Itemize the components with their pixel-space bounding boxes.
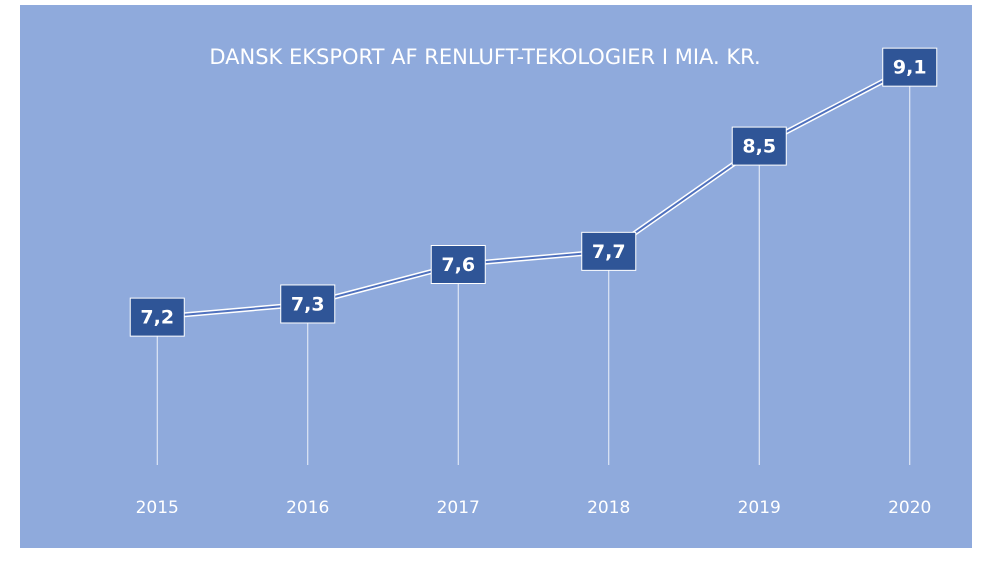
x-tick-label: 2020 <box>888 498 931 518</box>
data-label-box <box>581 231 637 271</box>
plot-background <box>20 5 972 548</box>
chart-title: DANSK EKSPORT AF RENLUFT-TEKOLOGIER I MI… <box>209 45 760 69</box>
data-label: 7,2 <box>140 307 174 329</box>
data-label-box <box>280 284 336 324</box>
data-label: 7,7 <box>592 241 626 263</box>
data-label: 7,6 <box>441 254 475 276</box>
data-label-box <box>882 47 938 87</box>
x-tick-label: 2017 <box>437 498 480 518</box>
data-label-box <box>430 245 486 284</box>
x-tick-label: 2019 <box>738 498 781 518</box>
x-tick-label: 2015 <box>136 498 179 518</box>
x-tick-label: 2016 <box>286 498 329 518</box>
data-label-box <box>731 126 787 166</box>
data-label: 9,1 <box>893 57 927 79</box>
data-label-box <box>129 297 185 337</box>
x-tick-label: 2018 <box>587 498 630 518</box>
data-label: 8,5 <box>742 136 776 158</box>
data-label: 7,3 <box>291 293 325 315</box>
